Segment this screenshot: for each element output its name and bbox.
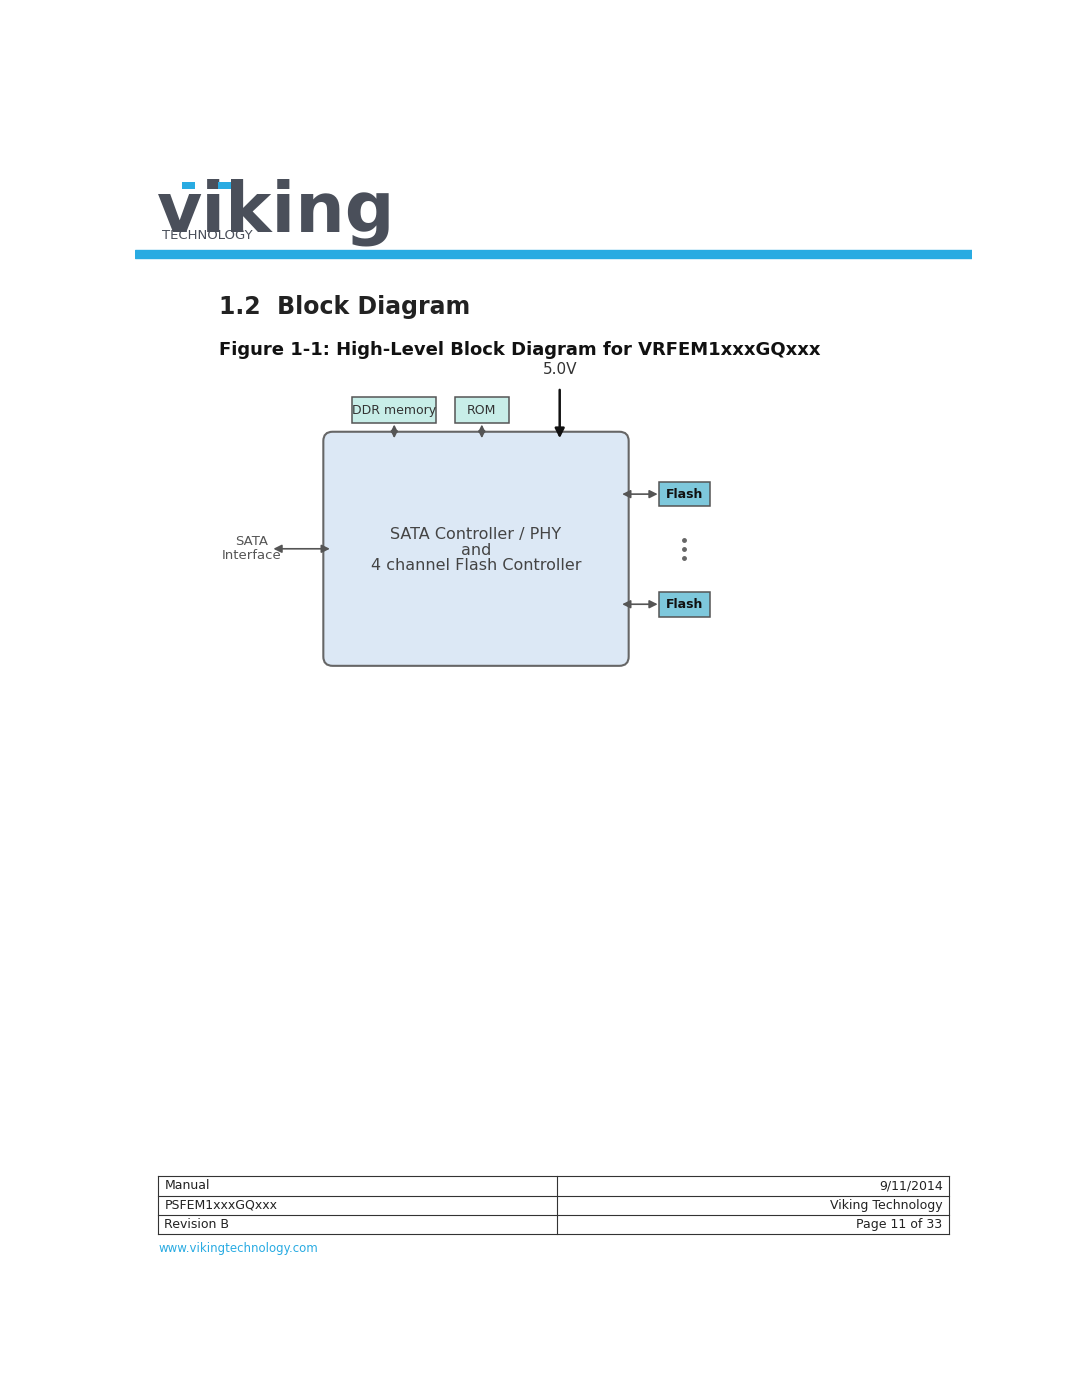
Text: Figure 1-1: High-Level Block Diagram for VRFEM1xxxGQxxx: Figure 1-1: High-Level Block Diagram for… [218, 341, 820, 359]
Text: TECHNOLOGY: TECHNOLOGY [162, 229, 253, 242]
FancyBboxPatch shape [218, 182, 231, 189]
Text: viking: viking [157, 179, 395, 246]
Text: Interface: Interface [221, 549, 281, 562]
Text: Page 11 of 33: Page 11 of 33 [856, 1218, 943, 1231]
Text: 5.0V: 5.0V [542, 362, 577, 377]
Text: ROM: ROM [468, 404, 497, 416]
Text: SATA: SATA [234, 535, 268, 549]
Text: www.vikingtechnology.com: www.vikingtechnology.com [159, 1242, 318, 1255]
Text: PSFEM1xxxGQxxx: PSFEM1xxxGQxxx [164, 1199, 278, 1211]
Text: 1.2  Block Diagram: 1.2 Block Diagram [218, 295, 470, 319]
Text: and: and [461, 543, 491, 557]
Text: 9/11/2014: 9/11/2014 [879, 1179, 943, 1193]
Text: Manual: Manual [164, 1179, 210, 1193]
Text: 4 channel Flash Controller: 4 channel Flash Controller [370, 559, 581, 573]
FancyBboxPatch shape [659, 592, 710, 616]
Text: DDR memory: DDR memory [352, 404, 436, 416]
FancyBboxPatch shape [352, 397, 436, 423]
Text: Revision B: Revision B [164, 1218, 229, 1231]
FancyBboxPatch shape [181, 182, 194, 189]
Text: SATA Controller / PHY: SATA Controller / PHY [391, 528, 562, 542]
FancyBboxPatch shape [455, 397, 509, 423]
Text: Flash: Flash [665, 488, 703, 500]
Text: Flash: Flash [665, 598, 703, 610]
Text: Viking Technology: Viking Technology [829, 1199, 943, 1211]
Bar [135, 250, 972, 258]
FancyBboxPatch shape [323, 432, 629, 666]
FancyBboxPatch shape [659, 482, 710, 507]
